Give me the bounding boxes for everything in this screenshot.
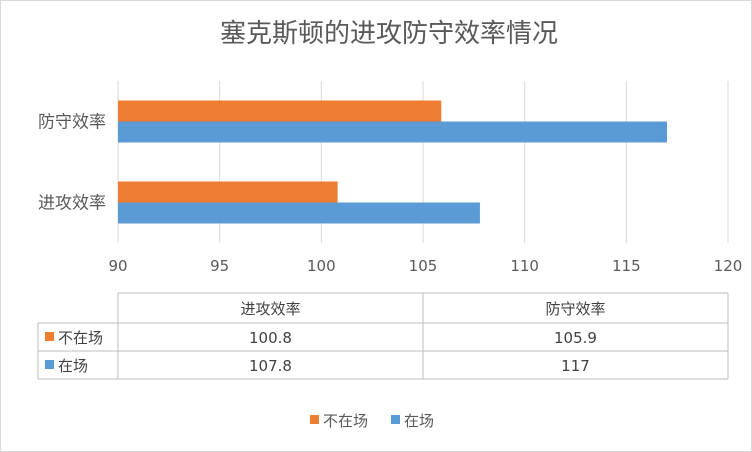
table-cell-0-0: 100.8 [249,329,292,347]
x-tick-label-100: 100 [307,257,336,275]
table-cell-1-1: 117 [561,357,590,375]
bars [118,100,667,224]
x-tick-label-120: 120 [714,257,743,275]
legend-swatch-1 [391,415,400,424]
bar-0-0 [118,100,442,122]
x-tick-label-105: 105 [409,257,438,275]
table-header-1: 防守效率 [545,300,605,318]
category-label-1: 进攻效率 [38,194,106,214]
category-label-0: 防守效率 [38,113,106,133]
table-row-label-0: 不在场 [58,329,103,347]
legend-swatch-0 [310,415,319,424]
legend-label-0: 不在场 [323,412,368,430]
table-cell-1-0: 107.8 [249,357,292,375]
table-cell-0-1: 105.9 [554,329,597,347]
x-tick-labels: 90 95 100 105 110 115 120 [108,257,742,275]
legend-label-1: 在场 [404,412,434,430]
bar-1-1 [118,202,480,224]
x-tick-label-110: 110 [510,257,539,275]
x-tick-label-90: 90 [108,257,127,275]
bar-1-0 [118,181,338,203]
table-row-swatch-1 [45,360,54,369]
table-row-label-1: 在场 [58,357,88,375]
legend[interactable]: 不在场 在场 [310,412,434,430]
x-tick-label-115: 115 [612,257,641,275]
bar-0-1 [118,121,667,143]
chart-title: 塞克斯顿的进攻防守效率情况 [220,19,558,49]
table-header-0: 进攻效率 [240,300,300,318]
x-tick-label-95: 95 [210,257,229,275]
table-row-swatch-0 [45,332,54,341]
